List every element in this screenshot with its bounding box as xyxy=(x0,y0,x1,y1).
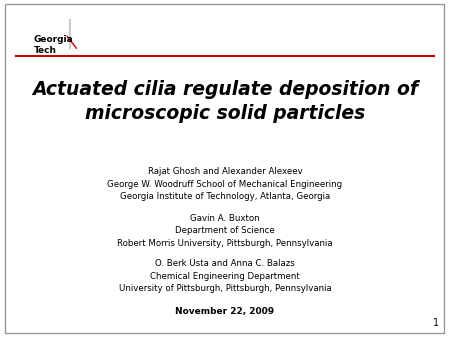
Text: Rajat Ghosh and Alexander Alexeev
George W. Woodruff School of Mechanical Engine: Rajat Ghosh and Alexander Alexeev George… xyxy=(108,167,342,201)
Text: Actuated cilia regulate deposition of
microscopic solid particles: Actuated cilia regulate deposition of mi… xyxy=(32,80,418,123)
Text: O. Berk Usta and Anna C. Balazs
Chemical Engineering Department
University of Pi: O. Berk Usta and Anna C. Balazs Chemical… xyxy=(119,259,331,293)
Text: November 22, 2009: November 22, 2009 xyxy=(176,307,274,316)
Text: Gavin A. Buxton
Department of Science
Robert Morris University, Pittsburgh, Penn: Gavin A. Buxton Department of Science Ro… xyxy=(117,214,333,247)
Text: Georgia
Tech: Georgia Tech xyxy=(34,35,73,55)
Text: 1: 1 xyxy=(432,318,439,328)
